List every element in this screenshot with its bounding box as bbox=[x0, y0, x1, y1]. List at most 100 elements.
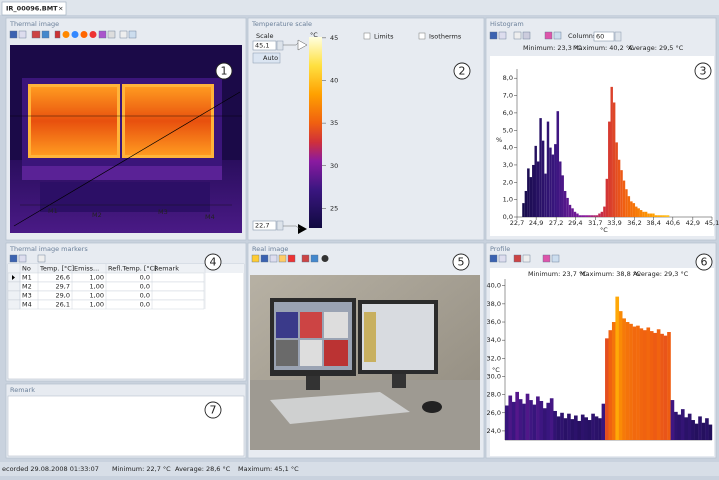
profile-bar bbox=[615, 296, 620, 440]
profile-bar bbox=[580, 414, 585, 440]
marker-label: M3 bbox=[158, 208, 168, 216]
histogram-bar bbox=[593, 215, 596, 217]
row-selector bbox=[7, 299, 21, 310]
columns-input[interactable] bbox=[593, 31, 615, 42]
profile-bar bbox=[660, 333, 664, 440]
profile-bar bbox=[656, 329, 661, 440]
profile-bar bbox=[591, 413, 595, 440]
panel-title: Remark bbox=[10, 386, 35, 394]
callout-circle bbox=[215, 62, 233, 80]
tick-label: 25 bbox=[330, 204, 338, 212]
table-cell: 29,7 bbox=[56, 283, 70, 291]
marker-label: M4 bbox=[205, 213, 215, 221]
auto-button[interactable] bbox=[252, 52, 281, 64]
histogram-bar bbox=[598, 213, 601, 217]
x-tick-label: 40,6 bbox=[666, 219, 680, 227]
profile-bar bbox=[698, 416, 702, 440]
histogram-bar bbox=[549, 147, 552, 217]
toolbar[interactable] bbox=[489, 254, 560, 263]
limits-label[interactable]: Limits bbox=[374, 33, 394, 41]
profile-bar bbox=[618, 311, 623, 440]
tab-close[interactable]: × bbox=[58, 5, 63, 13]
y-tick-label: 32,0 bbox=[487, 354, 501, 362]
columns-value[interactable]: 60 bbox=[596, 33, 604, 41]
min-input[interactable] bbox=[252, 220, 277, 231]
toolbar[interactable] bbox=[251, 254, 329, 263]
tick-label: 40 bbox=[330, 76, 338, 84]
max-input[interactable] bbox=[252, 40, 277, 51]
y-tick-label: 1,0 bbox=[503, 196, 513, 204]
histogram-bar bbox=[657, 215, 660, 217]
limits-checkbox[interactable] bbox=[363, 32, 371, 40]
max-input-value[interactable]: 45,1 bbox=[255, 42, 269, 50]
isotherms-label[interactable]: Isotherms bbox=[429, 33, 462, 41]
histogram-bar bbox=[610, 86, 613, 217]
isotherms-checkbox[interactable] bbox=[418, 32, 426, 40]
min-slider[interactable] bbox=[298, 224, 307, 234]
table-cell: 1,00 bbox=[90, 274, 104, 282]
stat: Minimum: 23,3 °C bbox=[523, 44, 582, 52]
tab-strip bbox=[0, 0, 719, 15]
callout-number: 5 bbox=[458, 256, 465, 269]
toolbar[interactable] bbox=[9, 254, 46, 263]
max-slider[interactable] bbox=[297, 39, 308, 51]
table-header bbox=[8, 264, 244, 273]
profile-bar bbox=[622, 318, 626, 440]
column-header: Refl.Temp. [°C] bbox=[108, 265, 157, 273]
profile-bar bbox=[684, 417, 689, 440]
histogram-bar bbox=[573, 211, 577, 217]
profile-bar bbox=[629, 323, 633, 440]
thermal-photo bbox=[10, 45, 242, 233]
toolbar[interactable] bbox=[489, 31, 562, 40]
profile-bar bbox=[546, 402, 551, 440]
histogram-bar bbox=[608, 121, 611, 217]
x-tick-label: 42,9 bbox=[686, 219, 700, 227]
marker-label: M2 bbox=[92, 211, 102, 219]
x-tick-label: 36,2 bbox=[627, 219, 641, 227]
histogram-bar bbox=[566, 197, 569, 217]
callouts: 1 2 3 4 5 6 7 bbox=[204, 62, 713, 419]
profile-bar bbox=[536, 396, 540, 440]
histogram-bar bbox=[627, 196, 631, 217]
y-tick-label: 8,0 bbox=[503, 74, 513, 82]
histogram-bar bbox=[664, 215, 667, 217]
histogram-bar bbox=[563, 190, 567, 217]
x-tick-label: 27,2 bbox=[549, 219, 563, 227]
tab-label[interactable]: IR_00096.BMT bbox=[6, 5, 58, 13]
table-cell: 26,1 bbox=[56, 301, 70, 309]
spinner[interactable] bbox=[276, 220, 284, 231]
columns-label: Columns bbox=[568, 32, 597, 40]
profile-bar bbox=[522, 403, 526, 440]
histogram-bar bbox=[534, 145, 537, 217]
panel-title: Temperature scale bbox=[251, 20, 312, 28]
tab[interactable] bbox=[1, 1, 67, 16]
profile-bar bbox=[539, 400, 544, 440]
profile-bar bbox=[515, 391, 519, 440]
toolbar[interactable] bbox=[9, 30, 137, 39]
y-tick-label: 34,0 bbox=[487, 336, 501, 344]
y-tick-label: 26,0 bbox=[487, 409, 501, 417]
histogram-bar bbox=[529, 177, 533, 217]
spinner[interactable] bbox=[614, 31, 622, 42]
tick-label: 30 bbox=[330, 162, 338, 170]
y-axis-label: °C bbox=[492, 366, 500, 374]
histogram-bar bbox=[647, 213, 650, 217]
histogram-bar bbox=[600, 211, 604, 217]
histogram-bar bbox=[625, 189, 628, 217]
histogram-bar bbox=[532, 164, 535, 217]
spinner[interactable] bbox=[276, 40, 284, 51]
callout-circle bbox=[204, 401, 222, 419]
profile-bar bbox=[584, 417, 588, 440]
x-axis-label: °C bbox=[600, 226, 608, 234]
remark-box[interactable] bbox=[7, 395, 245, 457]
histogram-bar bbox=[615, 142, 618, 217]
min-input-value[interactable]: 22,7 bbox=[255, 222, 269, 230]
histogram-bar bbox=[578, 215, 582, 217]
table-cell: M3 bbox=[22, 292, 32, 300]
table-cell: 0,0 bbox=[140, 301, 150, 309]
y-tick-label: 4,0 bbox=[503, 144, 513, 152]
auto-button-label[interactable]: Auto bbox=[263, 54, 278, 62]
histogram-bar bbox=[649, 213, 653, 217]
table-cell: 0,0 bbox=[140, 283, 150, 291]
x-tick-label: 38,4 bbox=[646, 219, 660, 227]
